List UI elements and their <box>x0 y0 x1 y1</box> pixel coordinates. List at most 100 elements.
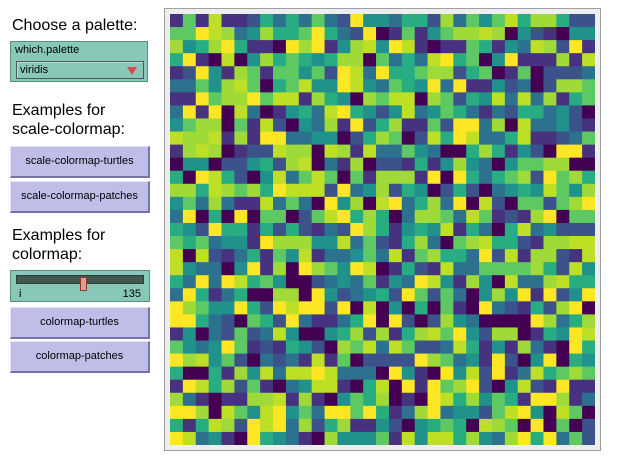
patch <box>491 288 506 302</box>
patch <box>234 431 248 445</box>
patch <box>182 327 197 342</box>
patch <box>517 405 532 420</box>
patch <box>388 170 403 185</box>
patch <box>466 66 480 80</box>
patch <box>401 301 416 315</box>
patch <box>273 262 287 276</box>
patch <box>440 14 454 28</box>
patch <box>414 392 429 407</box>
i-slider[interactable]: i 135 <box>10 270 150 302</box>
patch <box>569 431 583 445</box>
patch <box>350 249 364 263</box>
patch <box>414 131 429 146</box>
patch <box>530 340 544 355</box>
patch <box>260 288 274 302</box>
patch <box>427 196 441 211</box>
colormap-turtles-button[interactable]: colormap-turtles <box>10 307 150 339</box>
patch <box>195 275 210 289</box>
patch <box>582 170 595 185</box>
patch <box>247 131 261 146</box>
patch <box>182 314 197 328</box>
patch <box>337 157 351 172</box>
patch <box>350 131 364 146</box>
patch <box>427 79 441 93</box>
patch <box>195 405 210 420</box>
patch <box>324 27 338 41</box>
slider-track[interactable] <box>16 275 144 291</box>
patch <box>414 301 429 315</box>
patch <box>376 92 390 106</box>
patch <box>479 314 493 328</box>
dropdown-arrow-icon[interactable] <box>127 67 137 75</box>
patch <box>401 431 416 445</box>
patch <box>427 131 441 146</box>
patch <box>556 27 570 41</box>
patch <box>337 249 351 263</box>
patch <box>479 405 493 420</box>
patch <box>466 327 480 342</box>
colormap-patches-button[interactable]: colormap-patches <box>10 341 150 373</box>
patch <box>453 222 467 237</box>
patch <box>491 301 506 315</box>
patch <box>453 327 467 342</box>
patch <box>260 79 274 93</box>
patch <box>530 418 544 433</box>
slider-thumb[interactable] <box>80 277 87 291</box>
patch <box>453 262 467 276</box>
patch <box>453 431 467 445</box>
patch <box>517 40 532 54</box>
patch <box>517 170 532 185</box>
patch <box>376 405 390 420</box>
world-view[interactable] <box>170 14 595 445</box>
patch <box>466 170 480 185</box>
patch <box>569 27 583 41</box>
which-palette-chooser[interactable]: which.palette viridis <box>10 41 148 82</box>
patch <box>388 118 403 133</box>
patch <box>208 236 223 250</box>
patch <box>530 366 544 381</box>
patch <box>170 170 184 185</box>
patch <box>208 262 223 276</box>
patch <box>543 79 557 93</box>
patch <box>260 275 274 289</box>
scale-colormap-turtles-button[interactable]: scale-colormap-turtles <box>10 146 150 178</box>
patch <box>401 170 416 185</box>
patch <box>388 249 403 263</box>
patch <box>388 222 403 237</box>
patch <box>247 431 261 445</box>
patch <box>170 157 184 172</box>
patch <box>479 288 493 302</box>
patch <box>298 353 313 368</box>
patch <box>517 144 532 159</box>
patch <box>427 183 441 198</box>
patch <box>298 301 313 315</box>
patch <box>376 275 390 289</box>
patch <box>285 170 300 185</box>
patch <box>247 196 261 211</box>
patch <box>285 379 300 394</box>
patch <box>388 27 403 41</box>
patch <box>401 353 416 368</box>
patch <box>543 131 557 146</box>
patch <box>504 275 519 289</box>
patch <box>195 353 210 368</box>
patch <box>401 144 416 159</box>
patch <box>285 118 300 133</box>
patch <box>273 340 287 355</box>
patch <box>350 236 364 250</box>
patch <box>273 14 287 28</box>
slider-variable-name: i <box>19 288 22 300</box>
patch <box>479 27 493 41</box>
patch <box>401 236 416 250</box>
patch <box>234 275 248 289</box>
colormap-heading-line2: colormap: <box>12 246 83 263</box>
patch <box>440 53 454 67</box>
patch <box>337 40 351 54</box>
patch <box>453 405 467 420</box>
patch <box>479 92 493 106</box>
scale-colormap-patches-button[interactable]: scale-colormap-patches <box>10 181 150 213</box>
patch <box>376 105 390 119</box>
palette-dropdown[interactable]: viridis <box>16 61 144 79</box>
patch <box>311 53 326 67</box>
patch <box>388 366 403 381</box>
